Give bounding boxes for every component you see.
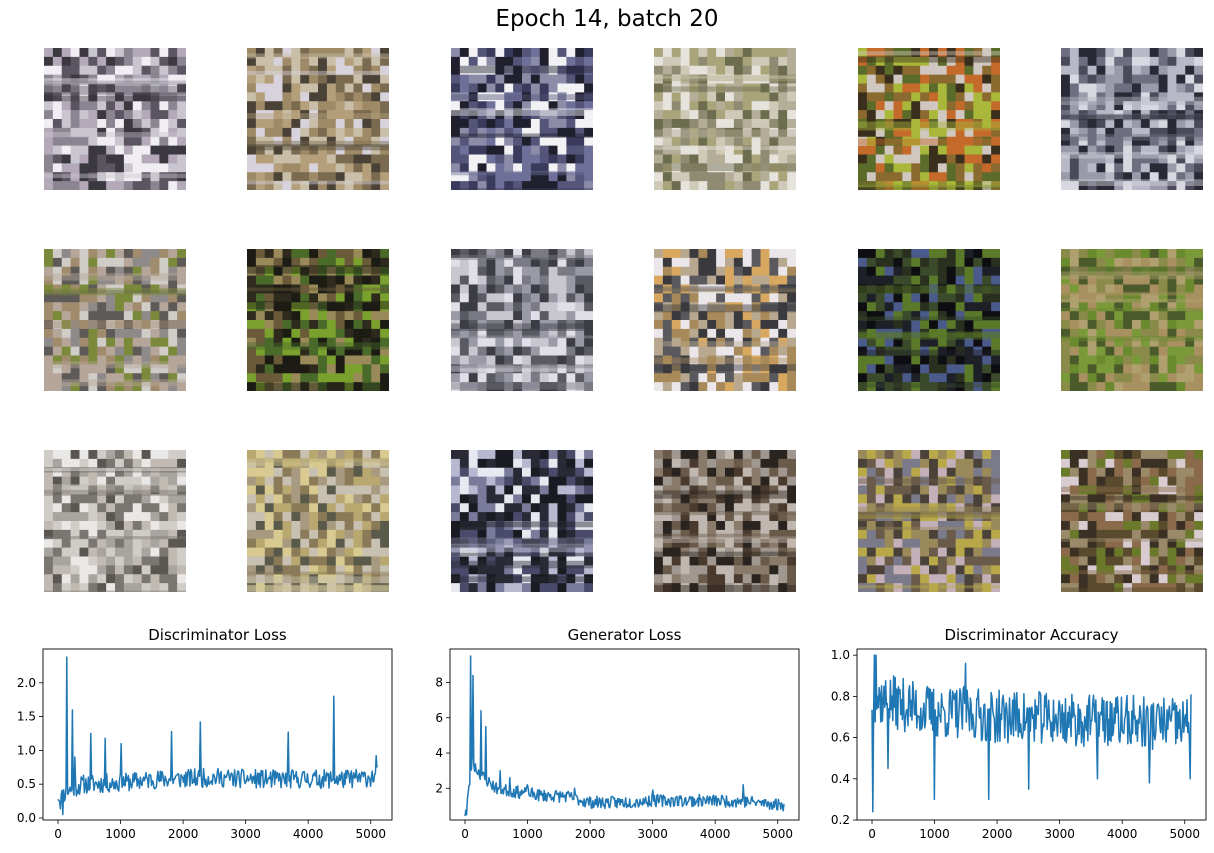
x-tick-label: 3000 — [637, 827, 668, 841]
x-tick-label: 2000 — [575, 827, 606, 841]
x-tick-label: 4000 — [700, 827, 731, 841]
generated-sample-image — [451, 48, 593, 190]
generated-sample-image — [451, 249, 593, 391]
y-tick-label: 0.6 — [831, 731, 850, 745]
y-tick-label: 6 — [435, 711, 443, 725]
generated-sample-image — [247, 249, 389, 391]
generated-sample-image — [247, 48, 389, 190]
plot-frame — [449, 648, 800, 821]
x-tick-label: 1000 — [105, 827, 136, 841]
y-tick-label: 8 — [435, 675, 443, 689]
series-line — [871, 654, 1192, 813]
series-line — [464, 655, 785, 817]
y-tick-label: 0.5 — [17, 777, 36, 791]
generated-sample-image — [858, 249, 1000, 391]
y-tick-label: 0.0 — [17, 811, 36, 825]
y-tick-label: 0.4 — [831, 772, 850, 786]
x-tick-label: 2000 — [168, 827, 199, 841]
x-tick-label: 1000 — [512, 827, 543, 841]
x-tick-label: 4000 — [293, 827, 324, 841]
line-chart-2: Generator Loss 0 1000 2000 3000 4000 5000 2 4 6 8 — [435, 623, 800, 850]
generated-sample-image — [858, 48, 1000, 190]
x-tick-label: 0 — [868, 827, 876, 841]
chart-title: Generator Loss — [568, 626, 682, 644]
generated-sample-image — [1061, 249, 1203, 391]
generated-sample-image — [654, 48, 796, 190]
generated-sample-image — [858, 450, 1000, 592]
x-tick-label: 3000 — [230, 827, 261, 841]
y-tick-label: 4 — [435, 746, 443, 760]
generated-sample-image — [44, 249, 186, 391]
chart-title: Discriminator Loss — [148, 626, 287, 644]
generated-sample-image — [451, 450, 593, 592]
x-tick-label: 0 — [461, 827, 469, 841]
generated-sample-image — [654, 450, 796, 592]
line-chart-1: Discriminator Loss 0 1000 2000 3000 4000 5000 0… — [17, 623, 393, 850]
y-tick-label: 2 — [435, 781, 443, 795]
series-line — [57, 656, 378, 816]
generated-sample-image — [44, 450, 186, 592]
y-tick-label: 1.0 — [17, 743, 36, 757]
x-tick-label: 2000 — [982, 827, 1013, 841]
y-tick-label: 0.8 — [831, 689, 850, 703]
x-tick-label: 5000 — [762, 827, 793, 841]
generated-sample-image — [654, 249, 796, 391]
y-tick-label: 1.0 — [831, 648, 850, 662]
y-tick-label: 2.0 — [17, 676, 36, 690]
generated-sample-image — [247, 450, 389, 592]
plot-frame — [856, 648, 1207, 821]
generated-sample-image — [1061, 48, 1203, 190]
x-tick-label: 3000 — [1044, 827, 1075, 841]
chart-title: Discriminator Accuracy — [944, 626, 1118, 644]
line-chart-3: Discriminator Accuracy 0 1000 2000 3000 4000 5… — [831, 623, 1207, 850]
generated-sample-image — [1061, 450, 1203, 592]
x-tick-label: 5000 — [1169, 827, 1200, 841]
y-tick-label: 1.5 — [17, 710, 36, 724]
x-tick-label: 0 — [54, 827, 62, 841]
y-tick-label: 0.2 — [831, 813, 850, 827]
x-tick-label: 5000 — [355, 827, 386, 841]
figure-title: Epoch 14, batch 20 — [495, 6, 719, 32]
x-tick-label: 4000 — [1107, 827, 1138, 841]
x-tick-label: 1000 — [919, 827, 950, 841]
plot-frame — [42, 648, 393, 821]
generated-sample-image — [44, 48, 186, 190]
